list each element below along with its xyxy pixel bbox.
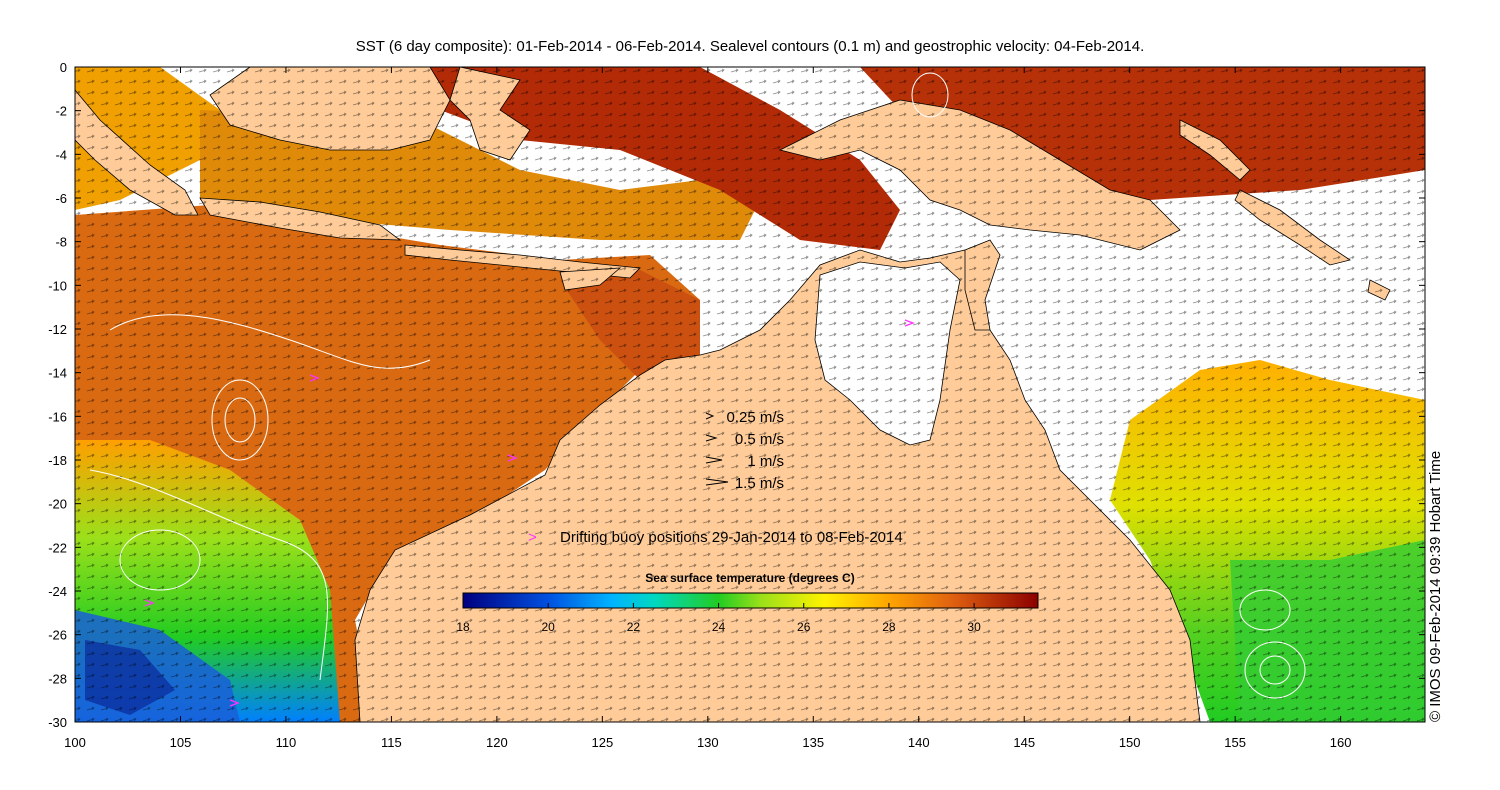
- colorbar-ramp: [462, 592, 1039, 609]
- y-axis: 0 -2 -4 -6 -8 -10 -12 -14 -16 -18 -20 -22 -24 -26 -28 -…: [48, 60, 1425, 730]
- velocity-legend-arrow: [705, 478, 729, 486]
- y-tick-label: -28: [48, 671, 67, 686]
- colorbar-ticks: 18 20 22 24 26 28 30: [456, 603, 981, 634]
- velocity-legend-label: 0.5 m/s: [735, 431, 784, 448]
- x-tick-label: 110: [276, 735, 297, 750]
- x-tick-label: 120: [486, 735, 508, 750]
- x-tick-label: 130: [697, 735, 719, 750]
- x-tick-label: 125: [591, 735, 613, 750]
- x-tick-label: 135: [802, 735, 824, 750]
- velocity-legend-label: 0.25 m/s: [726, 409, 784, 426]
- y-tick-label: -22: [48, 540, 67, 555]
- x-tick-label: 160: [1330, 735, 1352, 750]
- colorbar-tick-label: 30: [967, 620, 981, 634]
- y-tick-label: -12: [48, 322, 67, 337]
- sealevel-contours: [89, 72, 1306, 699]
- velocity-legend-arrow: [705, 456, 723, 464]
- buoy-legend-label: Drifting buoy positions 29-Jan-2014 to 0…: [560, 529, 903, 546]
- velocity-legend-label: 1 m/s: [747, 453, 784, 470]
- y-tick-label: -16: [48, 409, 67, 424]
- y-tick-label: -14: [48, 366, 67, 381]
- velocity-legend: 0.25 m/s 0.5 m/s 1 m/s 1.5 m/s: [705, 409, 784, 492]
- imos-credit: © IMOS 09-Feb-2014 09:39 Hobart Time: [1427, 451, 1444, 722]
- y-tick-label: -18: [48, 453, 67, 468]
- map-title: SST (6 day composite): 01-Feb-2014 - 06-…: [355, 38, 1145, 55]
- y-tick-label: -4: [55, 147, 67, 162]
- y-tick-label: -24: [48, 584, 67, 599]
- x-tick-label: 140: [908, 735, 930, 750]
- y-tick-label: -8: [55, 235, 67, 250]
- drifting-buoys: [144, 319, 915, 707]
- y-tick-label: 0: [60, 60, 67, 75]
- y-tick-label: -30: [48, 715, 67, 730]
- y-tick-label: -10: [48, 278, 67, 293]
- y-tick-label: -26: [48, 628, 67, 643]
- colorbar-tick-label: 24: [712, 620, 726, 634]
- x-axis: 100 105 110 115 120 125 130 135 140 145 150 155 160: [64, 67, 1351, 750]
- sst-colorbar: Sea surface temperature (degrees C) 18 20…: [456, 571, 1039, 634]
- x-tick-label: 105: [170, 735, 192, 750]
- x-tick-label: 100: [64, 735, 86, 750]
- y-tick-label: -20: [48, 497, 67, 512]
- colorbar-tick-label: 18: [456, 620, 470, 634]
- colorbar-title: Sea surface temperature (degrees C): [645, 571, 854, 585]
- colorbar-tick-label: 20: [542, 620, 556, 634]
- y-tick-label: -2: [55, 104, 67, 119]
- buoy-legend-symbol: >: [528, 529, 537, 546]
- colorbar-tick-label: 28: [882, 620, 896, 634]
- map-plot-area: [75, 67, 1425, 722]
- x-tick-label: 155: [1224, 735, 1246, 750]
- velocity-legend-arrow: [705, 434, 718, 442]
- colorbar-tick-label: 26: [797, 620, 811, 634]
- plot-frame: [74, 66, 1426, 723]
- colorbar-tick-label: 22: [627, 620, 641, 634]
- x-tick-label: 150: [1119, 735, 1141, 750]
- x-tick-label: 145: [1013, 735, 1035, 750]
- velocity-legend-label: 1.5 m/s: [735, 475, 784, 492]
- buoy-legend: > Drifting buoy positions 29-Jan-2014 to…: [528, 529, 903, 546]
- y-tick-label: -6: [55, 191, 67, 206]
- velocity-legend-arrow: [705, 412, 715, 420]
- geostrophic-velocity-arrows: [75, 67, 1425, 722]
- x-tick-label: 115: [381, 735, 402, 750]
